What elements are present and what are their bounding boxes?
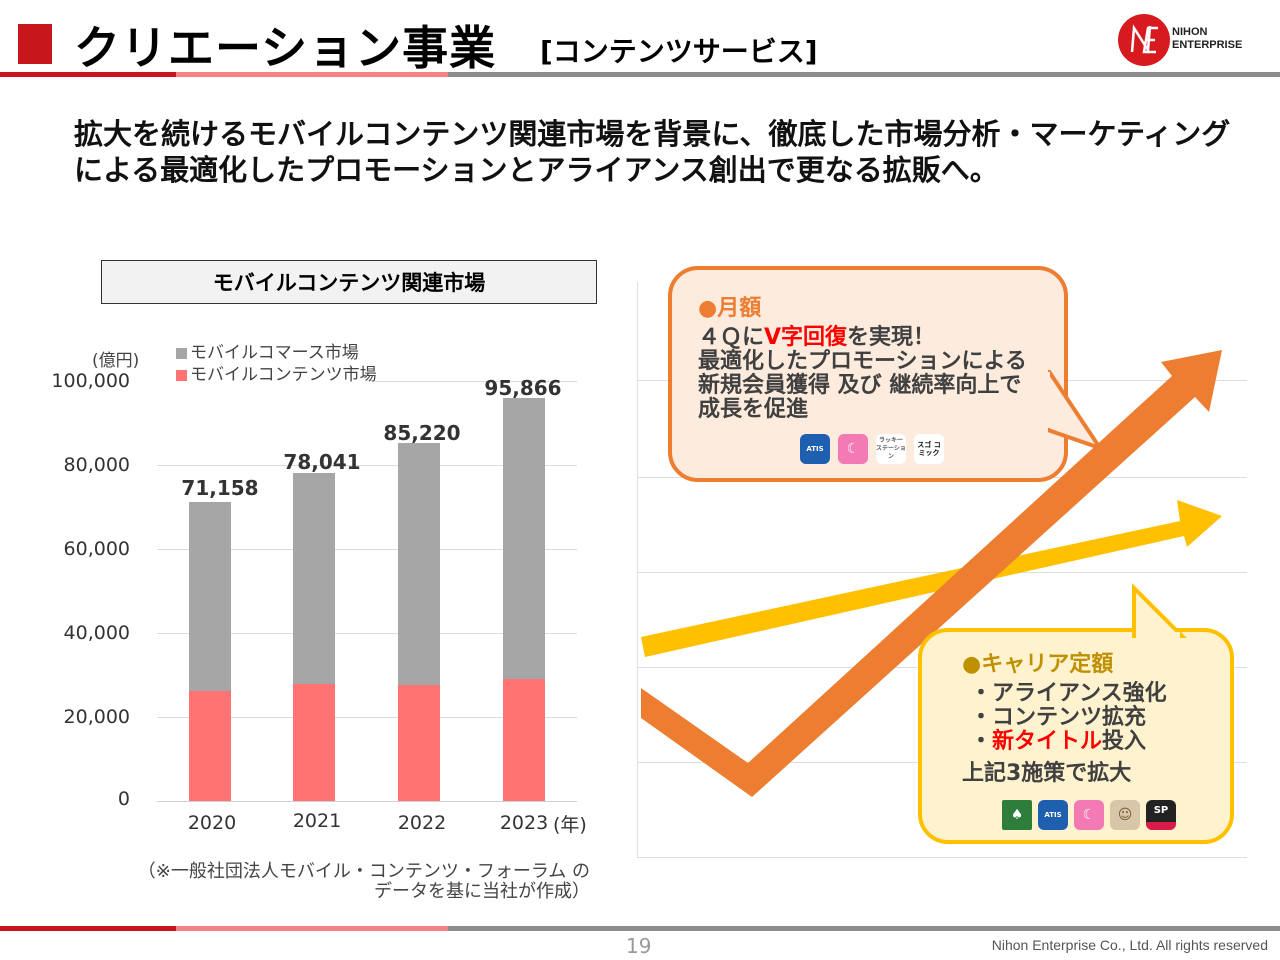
chart-legend: モバイルコマース市場 モバイルコンテンツ市場 — [176, 342, 377, 386]
illustration-gridline — [637, 857, 1247, 858]
y-tick: 40,000 — [63, 622, 130, 644]
company-logo-icon — [1118, 14, 1170, 66]
y-tick: 20,000 — [63, 706, 130, 728]
text: 投入 — [1102, 729, 1147, 754]
app-sp-icon: SP — [1146, 800, 1176, 830]
x-tick: 2021 — [292, 810, 342, 832]
bar-segment-commerce — [503, 398, 545, 679]
footer-rule-pink — [176, 926, 448, 931]
app-solitaire-icon: ♠ — [1002, 800, 1032, 830]
gridline — [157, 465, 577, 466]
bar-segment-commerce — [293, 473, 335, 684]
x-tick: 2022 — [397, 812, 447, 834]
callout-monthly-line3: 新規会員獲得 及び 継続率向上で — [698, 373, 1022, 398]
text: を実現！ — [847, 325, 936, 350]
bar-2020 — [189, 502, 231, 801]
carrier-bullet: ・新タイトル投入 — [970, 730, 1167, 754]
page-number: 19 — [626, 934, 652, 958]
yellow-growth-arrow-icon — [641, 500, 1222, 657]
header-rule-pink — [176, 72, 448, 77]
y-tick: 0 — [117, 788, 130, 810]
bar-total-label: 71,158 — [181, 476, 259, 500]
bar-segment-contents — [293, 684, 335, 801]
legend-swatch-red-icon — [176, 369, 187, 381]
y-axis-unit: (億円) — [92, 351, 140, 371]
logo-line1: NIHON — [1172, 26, 1208, 38]
legend-label: モバイルコマース市場 — [190, 343, 359, 363]
callout-carrier-heading: ●キャリア定額 — [962, 652, 1114, 677]
legend-label: モバイルコンテンツ市場 — [190, 365, 377, 385]
footer-rule-red — [0, 926, 176, 931]
y-tick: 100,000 — [51, 370, 130, 392]
app-moon-icon: ☾ — [838, 434, 868, 464]
page-subtitle: [コンテンツサービス] — [540, 35, 818, 68]
orange-v-recovery-arrow-icon — [641, 350, 1222, 797]
highlight-text: V字回復 — [764, 325, 848, 350]
company-logo-text: NIHON ENTERPRISE — [1172, 26, 1242, 52]
app-portrait-icon: ☺ — [1110, 800, 1140, 830]
bar-2021 — [293, 473, 335, 801]
legend-item-contents: モバイルコンテンツ市場 — [176, 364, 377, 386]
callout-monthly-line1: ４ＱにV字回復を実現！ — [698, 326, 1027, 350]
bar-segment-commerce — [398, 443, 440, 685]
title-square-icon — [18, 24, 52, 64]
callout-monthly-line2: 最適化したプロモーションによる — [698, 349, 1027, 374]
bar-segment-contents — [398, 685, 440, 801]
app-atis-icon: ATIS — [1038, 800, 1068, 830]
highlight-text: 新タイトル — [992, 729, 1103, 754]
bar-2022 — [398, 443, 440, 801]
chart-title: モバイルコンテンツ関連市場 — [101, 260, 597, 304]
bar-total-label: 85,220 — [383, 421, 461, 445]
carrier-summary: 上記3施策で拡大 — [962, 761, 1132, 786]
gridline — [157, 717, 577, 718]
callout-carrier: ●キャリア定額 ・アライアンス強化 ・コンテンツ拡充 ・新タイトル投入 上記3施… — [918, 583, 1234, 844]
bar-segment-contents — [189, 691, 231, 801]
gridline — [375, 381, 577, 382]
x-tick: 2023 — [499, 812, 549, 834]
callout-monthly: ●月額 ４ＱにV字回復を実現！ 最適化したプロモーションによる 新規会員獲得 及… — [668, 266, 1105, 482]
callout-monthly-line4: 成長を促進 — [698, 397, 809, 422]
gridline — [157, 549, 577, 550]
legend-swatch-gray-icon — [176, 347, 187, 359]
x-axis-line — [157, 801, 577, 802]
app-moon-icon: ☾ — [1074, 800, 1104, 830]
footer-rule-gray — [448, 926, 1280, 931]
bar-segment-contents — [503, 679, 545, 801]
callout-tail-icon — [1132, 583, 1187, 640]
carrier-app-icons: ♠ ATIS ☾ ☺ SP — [1002, 800, 1176, 830]
illustration-axis — [637, 282, 638, 857]
app-lucky-station-icon: ラッキー ステーション — [876, 434, 906, 464]
monthly-app-icons: ATIS ☾ ラッキー ステーション スゴ コミック — [800, 434, 944, 464]
carrier-bullet: ・コンテンツ拡充 — [970, 705, 1147, 730]
logo-line2: ENTERPRISE — [1172, 39, 1243, 51]
text: ４Ｑに — [698, 325, 765, 350]
gridline — [157, 633, 577, 634]
x-axis-unit: (年) — [553, 814, 587, 836]
text: ・ — [970, 729, 993, 754]
y-tick: 80,000 — [63, 454, 130, 476]
app-sugo-comic-icon: スゴ コミック — [914, 434, 944, 464]
legend-item-commerce: モバイルコマース市場 — [176, 342, 377, 364]
lead-text: 拡大を続けるモバイルコンテンツ関連市場を背景に、徹底した市場分析・マーケティング… — [74, 117, 1231, 187]
callout-tail-icon — [1048, 370, 1105, 452]
bar-2023 — [503, 398, 545, 801]
bar-segment-commerce — [189, 502, 231, 691]
app-atis-icon: ATIS — [800, 434, 830, 464]
source-note: （※一般社団法人モバイル・コンテンツ・フォーラム のデータを基に当社が作成） — [137, 861, 590, 902]
x-tick: 2020 — [187, 812, 237, 834]
carrier-bullet: ・アライアンス強化 — [970, 681, 1167, 706]
copyright-text: Nihon Enterprise Co., Ltd. All rights re… — [991, 937, 1268, 953]
y-tick: 60,000 — [63, 538, 130, 560]
bar-total-label: 78,041 — [283, 450, 361, 474]
header-rule-gray — [448, 72, 1280, 77]
page-title: クリエーション事業 — [74, 21, 497, 75]
callout-monthly-heading: ●月額 — [698, 296, 762, 321]
header-rule-red — [0, 72, 176, 77]
bar-total-label: 95,866 — [484, 376, 562, 400]
